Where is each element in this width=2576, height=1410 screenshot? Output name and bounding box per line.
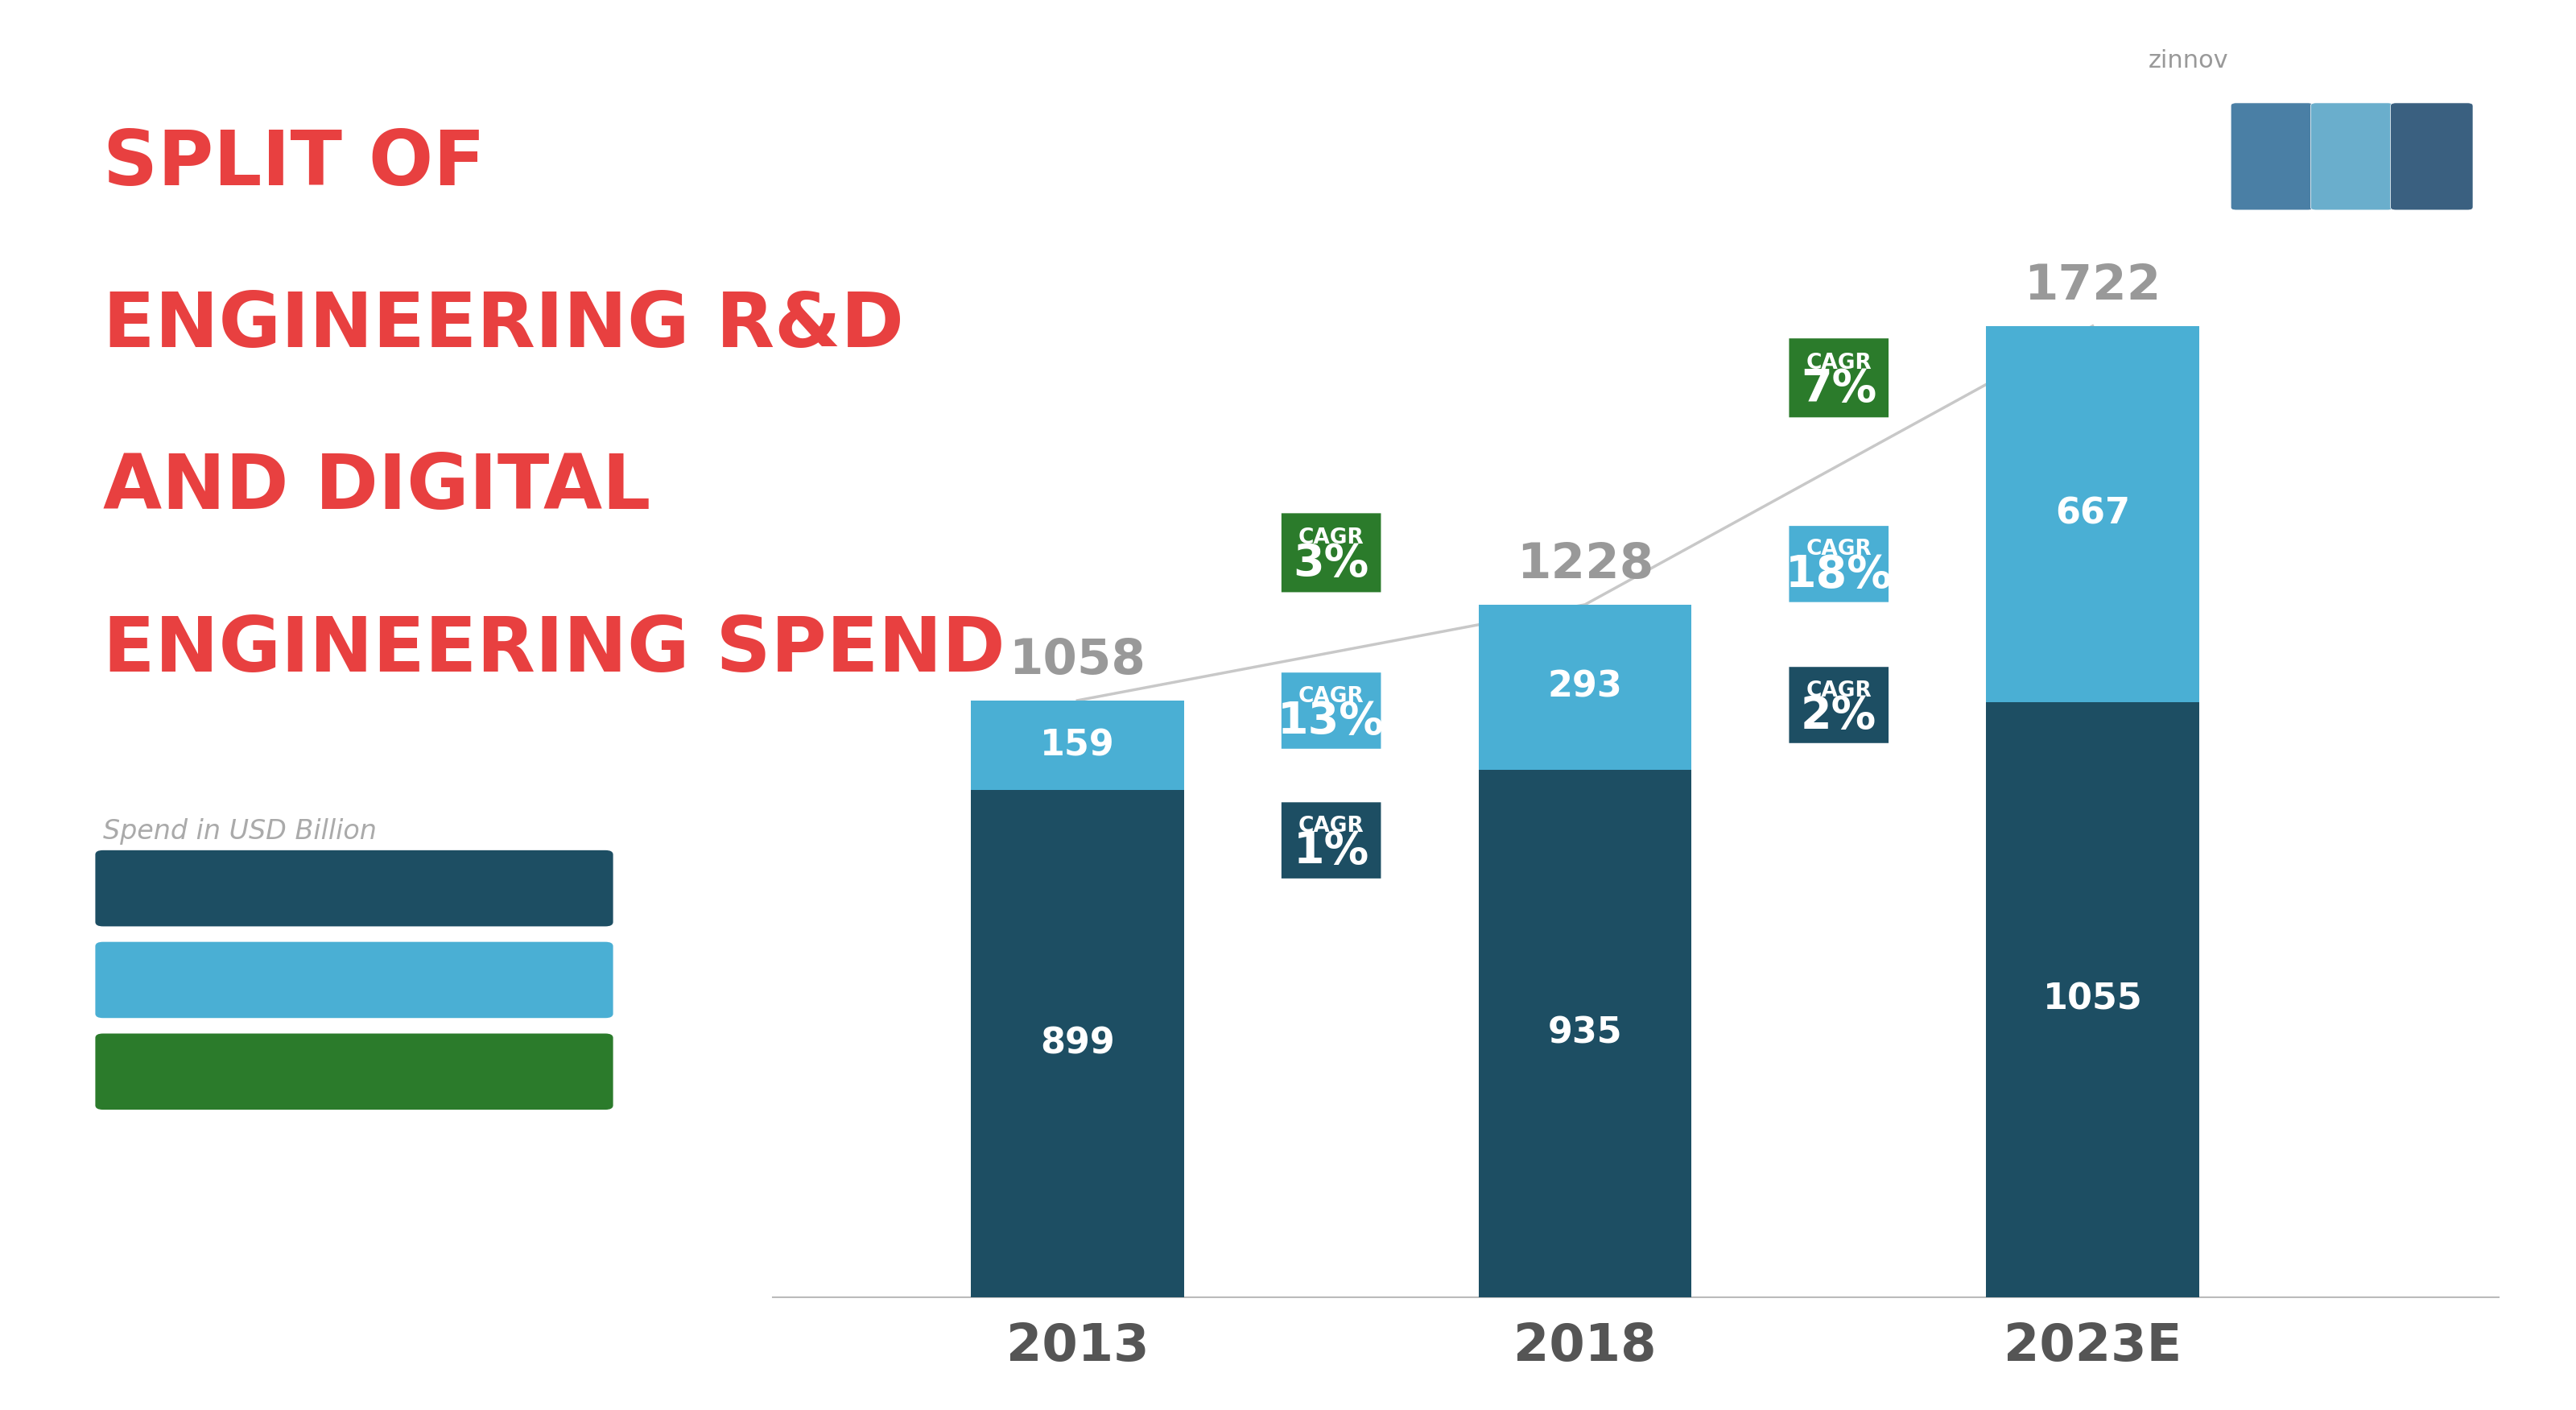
FancyBboxPatch shape — [1790, 526, 1888, 602]
FancyBboxPatch shape — [1280, 513, 1381, 592]
Text: 293: 293 — [1548, 670, 1623, 705]
FancyBboxPatch shape — [1280, 802, 1381, 878]
Text: DIGITAL ENGG SPEND: DIGITAL ENGG SPEND — [219, 969, 489, 991]
Text: OVERALL CAGR: OVERALL CAGR — [258, 1060, 451, 1083]
FancyBboxPatch shape — [1280, 673, 1381, 749]
Text: 1722: 1722 — [2025, 262, 2161, 310]
Text: 3%: 3% — [1293, 541, 1368, 585]
Text: CAGR: CAGR — [1806, 539, 1873, 560]
Bar — [971, 790, 1185, 1297]
Text: AND DIGITAL: AND DIGITAL — [103, 451, 652, 526]
Text: CAGR: CAGR — [1806, 680, 1873, 701]
Text: 159: 159 — [1041, 728, 1115, 763]
Text: 935: 935 — [1548, 1017, 1623, 1050]
Text: CAGR: CAGR — [1298, 527, 1365, 548]
Text: LEGACY ER&D SPEND: LEGACY ER&D SPEND — [219, 877, 489, 900]
Text: ENGINEERING R&D: ENGINEERING R&D — [103, 289, 904, 364]
Text: SPLIT OF: SPLIT OF — [103, 127, 484, 202]
Bar — [971, 701, 1185, 790]
Text: Spend in USD Billion: Spend in USD Billion — [103, 818, 376, 845]
Text: 7%: 7% — [1801, 367, 1878, 410]
Text: CAGR: CAGR — [1298, 685, 1365, 706]
Bar — [1479, 770, 1692, 1297]
Text: COL
LABO
RATE.: COL LABO RATE. — [2416, 140, 2447, 173]
FancyBboxPatch shape — [1790, 667, 1888, 743]
FancyBboxPatch shape — [1790, 338, 1888, 417]
Bar — [1986, 702, 2200, 1297]
Text: 667: 667 — [2056, 496, 2130, 532]
Text: 1228: 1228 — [1517, 541, 1654, 589]
Text: 1%: 1% — [1293, 829, 1368, 873]
Text: 1058: 1058 — [1010, 637, 1146, 685]
Text: CAGR: CAGR — [1298, 815, 1365, 836]
Text: 18%: 18% — [1785, 553, 1893, 596]
Text: TR
ANS
FORM.: TR ANS FORM. — [2254, 140, 2290, 173]
Text: 899: 899 — [1041, 1026, 1115, 1060]
Text: zinnov: zinnov — [2148, 49, 2228, 73]
Text: CAGR: CAGR — [1806, 352, 1873, 374]
Text: 2%: 2% — [1801, 694, 1878, 737]
Bar — [1479, 605, 1692, 770]
Text: ENGINEERING SPEND: ENGINEERING SPEND — [103, 613, 1005, 688]
Text: 13%: 13% — [1278, 699, 1386, 743]
Text: 1055: 1055 — [2043, 983, 2143, 1017]
Bar — [1986, 326, 2200, 702]
Text: I
NNO
VATE.: I NNO VATE. — [2336, 140, 2367, 173]
